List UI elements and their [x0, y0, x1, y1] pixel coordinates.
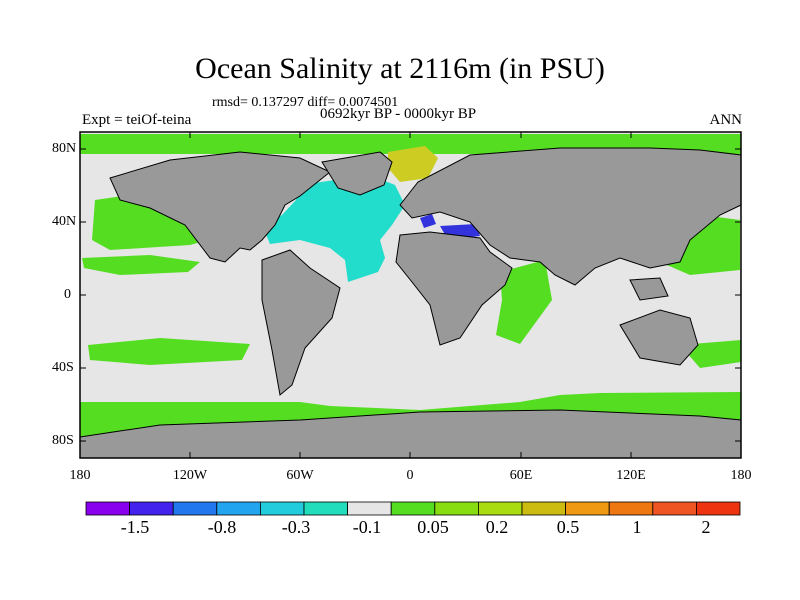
colorbar-box — [390, 501, 436, 516]
season-label: ANN — [709, 112, 743, 128]
indian-ocean-green — [496, 260, 552, 344]
med-west-blue — [420, 214, 436, 228]
eurasia — [399, 147, 742, 286]
lon-label-60e: 60E — [509, 468, 533, 483]
lon-label-180e: 180 — [730, 468, 752, 483]
green-anomaly-regions — [80, 134, 741, 437]
colorbar-box — [85, 501, 130, 516]
colorbar-box — [303, 501, 348, 516]
south-america — [261, 249, 341, 396]
colorbar-box — [129, 501, 174, 516]
lat-label-0: 0 — [64, 287, 71, 302]
lon-label-60w: 60W — [286, 468, 314, 483]
colorbar-box — [521, 501, 566, 516]
colorbar-box — [608, 501, 654, 516]
colorbar-box — [216, 501, 261, 516]
colorbar-label: 0.05 — [417, 517, 449, 537]
colorbar-label: -0.3 — [281, 517, 311, 537]
colorbar-label: 2 — [701, 517, 711, 537]
lat-label-40s: 40S — [52, 360, 74, 375]
maritime-continent — [629, 277, 669, 301]
colorbar-label: -0.8 — [207, 517, 237, 537]
stats-line: rmsd= 0.137297 diff= 0.0074501 — [212, 95, 399, 110]
lon-label-0: 0 — [406, 468, 414, 483]
lon-label-120e: 120E — [616, 468, 646, 483]
colorbar-label: -0.1 — [352, 517, 382, 537]
period-line: 0692kyr BP - 0000kyr BP — [320, 106, 477, 122]
page-title: Ocean Salinity at 2116m (in PSU) — [195, 52, 605, 85]
greenland — [321, 151, 393, 196]
colorbar-label: 0.2 — [485, 517, 509, 537]
colorbar-box — [172, 501, 218, 516]
north-pacific-band-green — [82, 255, 200, 275]
experiment-label: Expt = teiOf-teina — [82, 112, 192, 128]
colorbar-label: -1.5 — [120, 517, 150, 537]
colorbar-box — [434, 501, 479, 516]
colorbar-label: 1 — [632, 517, 642, 537]
australia — [619, 309, 699, 366]
land-masses — [79, 147, 742, 459]
colorbar — [85, 501, 741, 516]
lat-label-80n: 80N — [52, 141, 77, 156]
map-ticks — [79, 132, 742, 458]
colorbar-box — [652, 501, 697, 516]
lon-label-120w: 120W — [172, 468, 208, 483]
colorbar-box — [477, 501, 523, 516]
lat-label-80s: 80S — [52, 433, 74, 448]
colorbar-box — [347, 501, 392, 516]
africa — [395, 231, 513, 346]
colorbar-box — [696, 501, 741, 516]
north-america — [109, 151, 331, 263]
colorbar-box — [565, 501, 610, 516]
arctic-yellow-patch — [388, 146, 438, 182]
colorbar-label: 0.5 — [556, 517, 580, 537]
lat-label-40n: 40N — [52, 214, 77, 229]
lon-label-180w: 180 — [69, 468, 91, 483]
south-pacific-green — [88, 338, 250, 365]
north-atlantic-cyan — [262, 175, 405, 282]
colorbar-box — [259, 501, 305, 516]
